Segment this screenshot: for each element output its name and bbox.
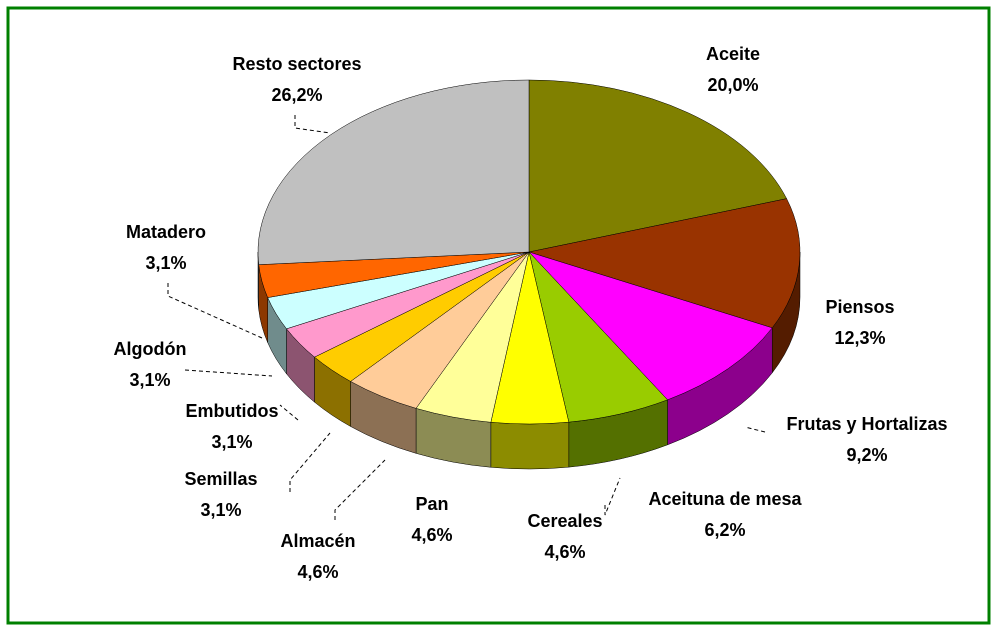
slice-label: Resto sectores bbox=[232, 54, 361, 74]
slice-value-label: 9,2% bbox=[846, 445, 887, 465]
slice bbox=[528, 251, 773, 401]
slice-label: Pan bbox=[415, 494, 448, 514]
slice-value-label: 6,2% bbox=[704, 520, 745, 540]
leader-line bbox=[604, 477, 621, 516]
slice-value-label: 3,1% bbox=[211, 432, 252, 452]
slice-value-label: 4,6% bbox=[544, 542, 585, 562]
slice-label: Aceituna de mesa bbox=[648, 489, 802, 509]
slice-value-label: 26,2% bbox=[271, 85, 322, 105]
slice-value-label: 4,6% bbox=[297, 562, 338, 582]
slice-label: Embutidos bbox=[186, 401, 279, 421]
slice-value-label: 20,0% bbox=[707, 75, 758, 95]
slice-label: Algodón bbox=[114, 339, 187, 359]
leader-line bbox=[744, 426, 766, 433]
slice-value-label: 3,1% bbox=[145, 253, 186, 273]
slice-value-label: 3,1% bbox=[129, 370, 170, 390]
slice bbox=[528, 79, 788, 253]
slice bbox=[528, 198, 801, 329]
leader-line bbox=[294, 115, 331, 134]
leader-line bbox=[184, 369, 273, 377]
slice bbox=[257, 79, 530, 265]
slice-label: Matadero bbox=[126, 222, 206, 242]
slice-value-label: 3,1% bbox=[200, 500, 241, 520]
slice-value-label: 12,3% bbox=[834, 328, 885, 348]
slice-label: Cereales bbox=[527, 511, 602, 531]
leader-line bbox=[279, 404, 299, 421]
leader-line bbox=[289, 432, 331, 492]
slice-label: Aceite bbox=[706, 44, 760, 64]
slice-label: Piensos bbox=[825, 297, 894, 317]
slice-label: Almacén bbox=[280, 531, 355, 551]
leader-line bbox=[334, 459, 386, 520]
slice-label: Frutas y Hortalizas bbox=[786, 414, 947, 434]
slice-side bbox=[490, 421, 570, 470]
slice-label: Semillas bbox=[184, 469, 257, 489]
slice-value-label: 4,6% bbox=[411, 525, 452, 545]
